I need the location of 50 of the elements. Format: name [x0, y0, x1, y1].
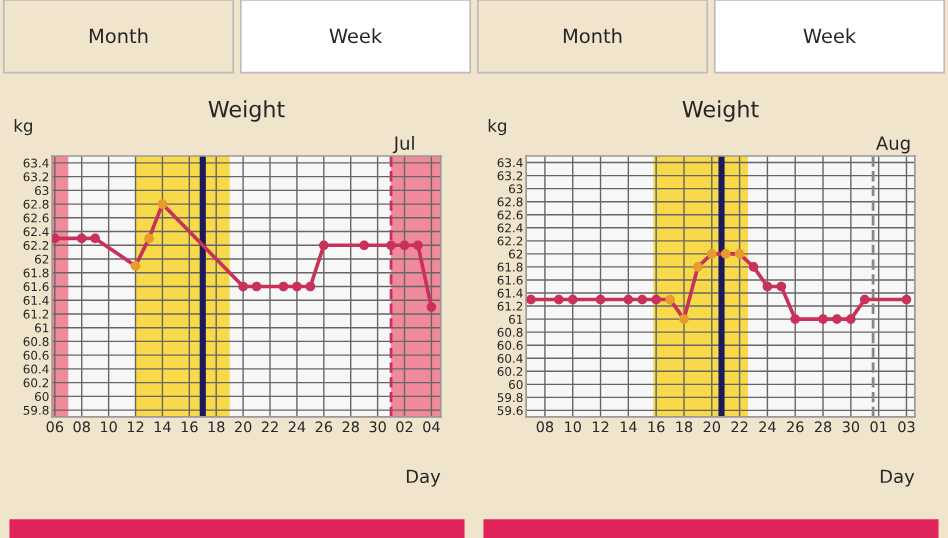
- point: [623, 294, 634, 305]
- point: [251, 281, 262, 292]
- x-axis-title: Day: [880, 469, 915, 487]
- point: [693, 262, 703, 272]
- point: [567, 294, 578, 305]
- point: [399, 240, 410, 251]
- text: Month: [563, 28, 622, 44]
- text: Month: [89, 28, 148, 44]
- chart-title: Weight: [208, 100, 285, 122]
- point: [386, 240, 396, 251]
- chart-title: Weight: [682, 100, 759, 122]
- point: [706, 249, 717, 259]
- point: [319, 240, 329, 251]
- point: [305, 281, 316, 292]
- point: [859, 294, 870, 305]
- point: [595, 294, 606, 305]
- point: [901, 294, 912, 305]
- point: [130, 261, 141, 271]
- point: [359, 240, 369, 251]
- point: [665, 294, 675, 305]
- point: [292, 281, 302, 292]
- text: Week: [803, 28, 857, 44]
- y-axis-title: kg: [14, 119, 32, 136]
- point: [90, 233, 100, 244]
- point: [238, 281, 248, 292]
- point: [526, 294, 536, 305]
- y-axis-title: kg: [488, 119, 506, 136]
- point: [554, 294, 564, 305]
- point: [748, 262, 759, 272]
- point: [762, 281, 773, 292]
- point: [818, 314, 828, 324]
- point: [651, 294, 661, 305]
- point: [76, 233, 87, 244]
- ref-line-label: Jul: [392, 135, 414, 154]
- point: [790, 314, 801, 324]
- point: [776, 281, 787, 292]
- point: [278, 281, 289, 292]
- point: [846, 314, 856, 324]
- point: [426, 302, 437, 312]
- point: [679, 314, 689, 324]
- point: [637, 294, 648, 305]
- point: [144, 233, 154, 244]
- point: [734, 249, 745, 259]
- text: Week: [329, 28, 383, 44]
- point: [832, 314, 842, 324]
- point: [413, 240, 423, 251]
- point: [720, 249, 731, 259]
- ref-line-label: Aug: [876, 136, 910, 154]
- point: [157, 199, 168, 209]
- x-axis-title: Day: [406, 469, 441, 487]
